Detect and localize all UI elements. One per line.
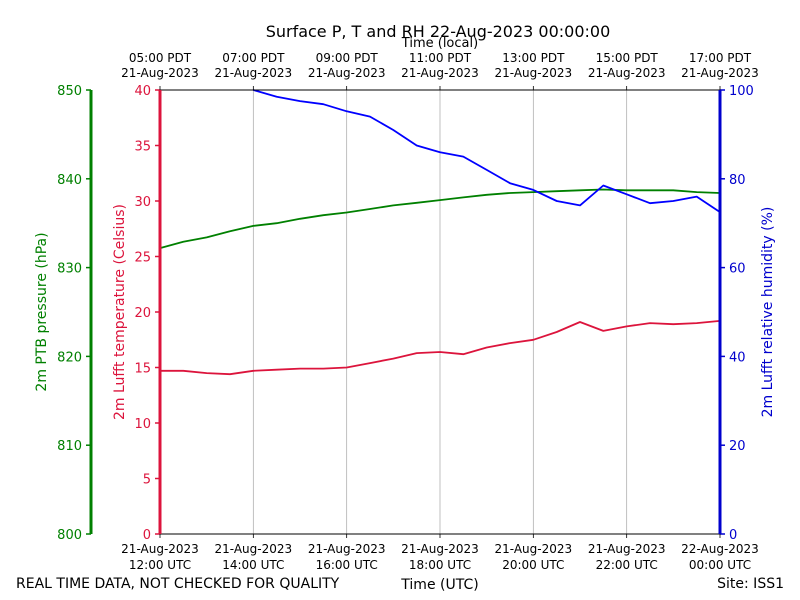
x-tick-label-date: 22-Aug-2023: [681, 542, 759, 556]
top-x-tick-label-time: 05:00 PDT: [129, 51, 192, 65]
y-axis-label-humidity: 2m Lufft relative humidity (%): [760, 207, 776, 418]
top-x-tick-label-time: 15:00 PDT: [596, 51, 659, 65]
top-x-tick-label-date: 21-Aug-2023: [121, 66, 199, 80]
x-tick-label-date: 21-Aug-2023: [401, 542, 479, 556]
footer-quality-note: REAL TIME DATA, NOT CHECKED FOR QUALITY: [16, 576, 340, 592]
x-tick-label-date: 21-Aug-2023: [308, 542, 386, 556]
x-tick-label-time: 20:00 UTC: [502, 558, 564, 572]
y-tick-label-humidity: 20: [729, 439, 746, 454]
x-tick-label-time: 12:00 UTC: [129, 558, 191, 572]
top-x-tick-label-date: 21-Aug-2023: [308, 66, 386, 80]
x-tick-label-time: 00:00 UTC: [689, 558, 751, 572]
y-tick-label-pressure: 840: [57, 173, 82, 188]
y-tick-label-temperature: 0: [143, 528, 151, 543]
top-x-tick-label-date: 21-Aug-2023: [401, 66, 479, 80]
y-tick-label-temperature: 30: [134, 195, 151, 210]
y-tick-label-pressure: 830: [57, 262, 82, 277]
x-tick-label-time: 14:00 UTC: [222, 558, 284, 572]
footer-site: Site: ISS1: [717, 576, 784, 592]
y-axis-label-pressure: 2m PTB pressure (hPa): [34, 232, 50, 391]
y-tick-label-temperature: 5: [143, 473, 151, 488]
x-tick-label-date: 21-Aug-2023: [121, 542, 199, 556]
y-tick-label-temperature: 10: [134, 417, 151, 432]
top-x-axis-label: Time (local): [401, 36, 478, 51]
x-tick-label-time: 22:00 UTC: [596, 558, 658, 572]
top-x-tick-label-date: 21-Aug-2023: [681, 66, 759, 80]
y-axis-label-temperature: 2m Lufft temperature (Celsius): [112, 204, 128, 420]
y-tick-label-pressure: 820: [57, 350, 82, 365]
y-tick-label-humidity: 100: [729, 84, 754, 99]
x-tick-label-date: 21-Aug-2023: [495, 542, 573, 556]
top-x-tick-label-time: 09:00 PDT: [316, 51, 379, 65]
y-tick-label-temperature: 15: [134, 362, 151, 377]
x-tick-label-date: 21-Aug-2023: [588, 542, 666, 556]
y-tick-label-pressure: 850: [57, 84, 82, 99]
y-tick-label-humidity: 80: [729, 173, 746, 188]
y-tick-label-humidity: 40: [729, 350, 746, 365]
x-tick-label-time: 18:00 UTC: [409, 558, 471, 572]
y-tick-label-temperature: 20: [134, 306, 151, 321]
x-tick-label-date: 21-Aug-2023: [215, 542, 293, 556]
top-x-tick-label-time: 13:00 PDT: [502, 51, 565, 65]
y-tick-label-humidity: 0: [729, 528, 737, 543]
series-line-humidity: [253, 89, 721, 213]
top-x-tick-label-date: 21-Aug-2023: [495, 66, 573, 80]
y-tick-label-humidity: 60: [729, 262, 746, 277]
top-x-tick-label-date: 21-Aug-2023: [215, 66, 293, 80]
top-x-tick-label-time: 11:00 PDT: [409, 51, 472, 65]
y-tick-label-pressure: 810: [57, 439, 82, 454]
top-x-tick-label-time: 07:00 PDT: [222, 51, 285, 65]
top-x-tick-label-date: 21-Aug-2023: [588, 66, 666, 80]
y-tick-label-temperature: 35: [134, 140, 151, 155]
top-x-tick-label-time: 17:00 PDT: [689, 51, 752, 65]
grid: [252, 90, 628, 534]
y-tick-label-temperature: 40: [134, 84, 151, 99]
x-tick-label-time: 16:00 UTC: [316, 558, 378, 572]
bottom-x-axis-label: Time (UTC): [400, 577, 478, 593]
series-line-pressure: [159, 188, 721, 249]
y-tick-label-pressure: 800: [57, 528, 82, 543]
series-lines: [159, 89, 721, 376]
chart-title: Surface P, T and RH 22-Aug-2023 00:00:00: [266, 22, 611, 41]
y-tick-label-temperature: 25: [134, 251, 151, 266]
series-line-temperature: [160, 320, 721, 376]
